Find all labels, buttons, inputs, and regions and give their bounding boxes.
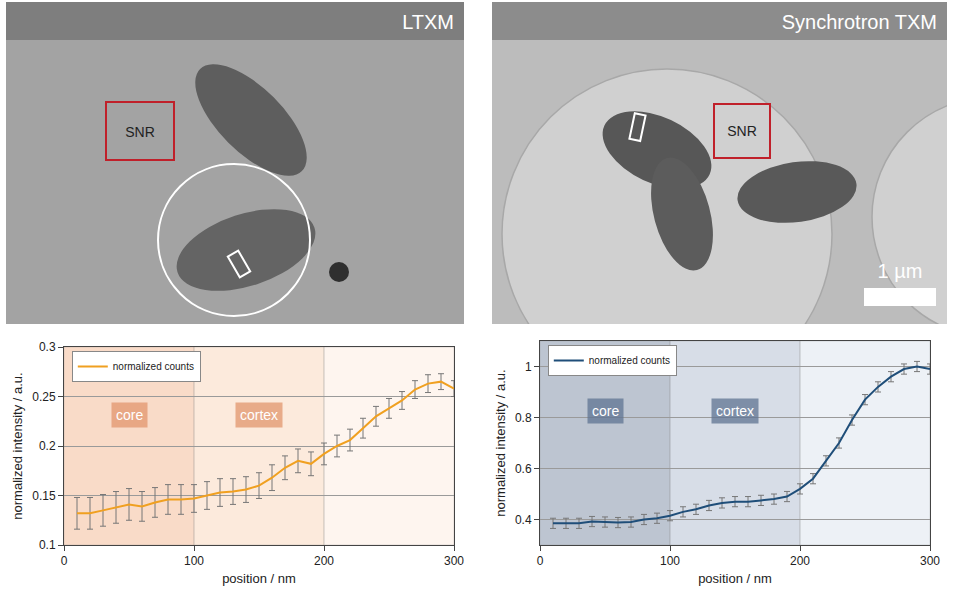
svg-text:1: 1 <box>525 360 532 374</box>
svg-text:0.15: 0.15 <box>32 489 56 503</box>
svg-text:SNR: SNR <box>125 124 155 140</box>
svg-text:cortex: cortex <box>240 407 278 423</box>
svg-text:Synchrotron TXM: Synchrotron TXM <box>782 11 937 33</box>
svg-text:position / nm: position / nm <box>698 571 772 586</box>
svg-text:100: 100 <box>660 554 680 568</box>
svg-text:200: 200 <box>790 554 810 568</box>
svg-text:300: 300 <box>920 554 940 568</box>
svg-text:0: 0 <box>61 554 68 568</box>
svg-text:300: 300 <box>444 554 464 568</box>
svg-text:0.2: 0.2 <box>39 439 56 453</box>
svg-text:0: 0 <box>537 554 544 568</box>
svg-text:core: core <box>592 403 619 419</box>
svg-text:1 µm: 1 µm <box>878 260 923 282</box>
svg-text:0.4: 0.4 <box>515 513 532 527</box>
svg-text:SNR: SNR <box>727 123 757 139</box>
svg-text:0.3: 0.3 <box>39 340 56 354</box>
svg-text:0.8: 0.8 <box>515 411 532 425</box>
svg-text:normalized counts: normalized counts <box>113 361 194 372</box>
svg-text:0.6: 0.6 <box>515 462 532 476</box>
svg-text:0.25: 0.25 <box>32 390 56 404</box>
svg-text:core: core <box>116 407 143 423</box>
svg-text:200: 200 <box>314 554 334 568</box>
svg-text:position / nm: position / nm <box>222 571 296 586</box>
svg-text:normalized intensity / a.u.: normalized intensity / a.u. <box>10 372 25 519</box>
svg-text:0.1: 0.1 <box>39 538 56 552</box>
svg-text:cortex: cortex <box>716 403 754 419</box>
svg-text:LTXM: LTXM <box>402 11 454 33</box>
svg-text:normalized intensity / a.u.: normalized intensity / a.u. <box>493 369 508 516</box>
svg-text:100: 100 <box>184 554 204 568</box>
svg-text:normalized counts: normalized counts <box>589 355 670 366</box>
